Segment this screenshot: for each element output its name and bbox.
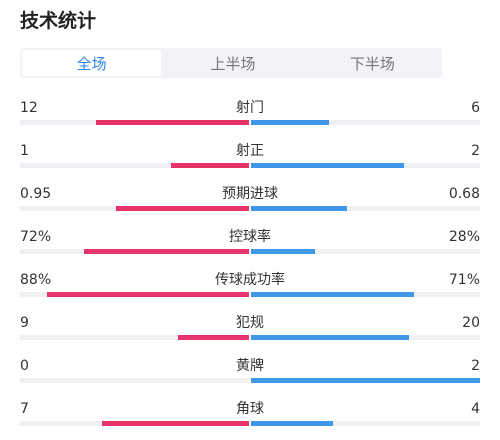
away-bar-track [251, 249, 480, 254]
home-value: 72% [20, 229, 52, 245]
home-bar-track [20, 292, 249, 297]
away-bar [251, 120, 329, 125]
home-bar-track [20, 249, 249, 254]
stat-label: 预期进球 [222, 186, 278, 202]
away-bar [251, 206, 348, 211]
away-bar-track [251, 120, 480, 125]
away-value: 2 [471, 143, 480, 159]
away-value: 0.68 [448, 186, 480, 202]
home-bar [116, 206, 249, 211]
stat-row-corners: 7 角球 4 [0, 399, 500, 439]
stat-label: 射门 [236, 100, 264, 116]
away-bar [251, 249, 316, 254]
away-value: 20 [462, 315, 480, 331]
stat-label: 角球 [236, 401, 264, 417]
home-bar-track [20, 335, 249, 340]
away-bar [251, 292, 414, 297]
home-value: 0 [20, 358, 29, 374]
tab-full-match[interactable]: 全场 [22, 50, 162, 76]
stat-label: 犯规 [236, 315, 264, 331]
home-bar-track [20, 206, 249, 211]
stat-label: 黄牌 [236, 358, 264, 374]
stat-row-fouls: 9 犯规 20 [0, 313, 500, 353]
away-value: 6 [471, 100, 480, 116]
home-value: 7 [20, 401, 29, 417]
stat-row-possession: 72% 控球率 28% [0, 227, 500, 267]
stat-row-pass-accuracy: 88% 传球成功率 71% [0, 270, 500, 310]
stat-row-expected-goals: 0.95 预期进球 0.68 [0, 184, 500, 224]
stat-label: 控球率 [229, 229, 271, 245]
home-value: 1 [20, 143, 29, 159]
home-bar-track [20, 120, 249, 125]
home-value: 88% [20, 272, 52, 288]
stat-row-shots: 12 射门 6 [0, 98, 500, 138]
away-bar-track [251, 292, 480, 297]
away-bar [251, 421, 334, 426]
home-bar [95, 120, 249, 125]
stat-label: 传球成功率 [215, 272, 285, 288]
page-title: 技术统计 [20, 10, 97, 32]
period-tabs: 全场 上半场 下半场 [20, 48, 442, 78]
tab-second-half[interactable]: 下半场 [349, 54, 395, 73]
away-bar-track [251, 163, 480, 168]
away-value: 28% [448, 229, 480, 245]
home-bar-track [20, 163, 249, 168]
stat-label: 射正 [236, 143, 264, 159]
away-bar [251, 335, 409, 340]
home-bar [102, 421, 249, 426]
away-bar-track [251, 335, 480, 340]
away-bar-track [251, 378, 480, 383]
away-bar [251, 163, 405, 168]
away-value: 2 [471, 358, 480, 374]
home-bar-track [20, 378, 249, 383]
home-value: 0.95 [20, 186, 52, 202]
stat-row-yellow-cards: 0 黄牌 2 [0, 356, 500, 396]
home-bar [171, 163, 249, 168]
away-bar [251, 378, 480, 383]
home-bar-track [20, 421, 249, 426]
home-bar [84, 249, 249, 254]
home-value: 9 [20, 315, 29, 331]
away-bar-track [251, 421, 480, 426]
tab-first-half[interactable]: 上半场 [210, 54, 256, 73]
away-value: 4 [471, 401, 480, 417]
home-bar [178, 335, 249, 340]
home-bar [47, 292, 249, 297]
home-value: 12 [20, 100, 38, 116]
away-value: 71% [448, 272, 480, 288]
away-bar-track [251, 206, 480, 211]
stat-row-shots-on-target: 1 射正 2 [0, 141, 500, 181]
